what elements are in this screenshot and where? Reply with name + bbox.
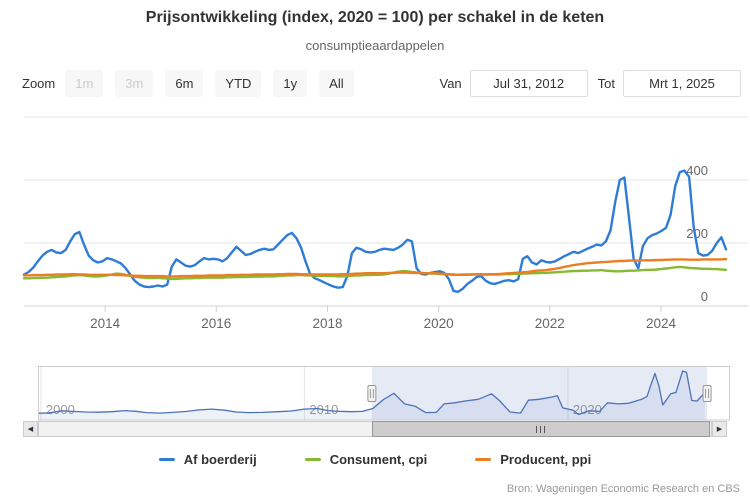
chart-subtitle: consumptieaardappelen (305, 38, 445, 53)
range-from-label: Van (439, 76, 462, 91)
zoom-button-group: Zoom 1m 3m 6m YTD 1y All (22, 70, 366, 97)
navigator-handle-grip-box (702, 385, 712, 402)
zoom-button-1m[interactable]: 1m (65, 70, 104, 97)
range-to-label: Tot (597, 76, 615, 91)
legend-item-producent-ppi[interactable]: Producent, ppi (475, 452, 591, 467)
legend-marker-consument-cpi (304, 458, 321, 461)
x-axis-label-2024: 2024 (646, 316, 677, 331)
navigator-area-fill (38, 371, 706, 420)
scrollbar-grip-icon (544, 425, 546, 433)
zoom-group-label: Zoom (22, 76, 56, 91)
zoom-button-3m[interactable]: 3m (115, 70, 154, 97)
range-selector-toolbar: Zoom 1m 3m 6m YTD 1y All Van Tot (0, 70, 750, 100)
navigator-series-line (38, 370, 706, 416)
navigator-handle-grip-box (367, 385, 377, 402)
chart-title: Prijsontwikkeling (index, 2020 = 100) pe… (145, 9, 605, 26)
legend-label-producent-ppi: Producent, ppi (500, 452, 592, 467)
legend-marker-af-boerderij (158, 458, 175, 461)
range-to-input[interactable] (623, 70, 741, 97)
scrollbar-left-arrow-button[interactable]: ◀ (23, 421, 38, 437)
series-line-af-boerderij (22, 169, 728, 294)
x-axis-label-2020: 2020 (424, 316, 454, 331)
navigator-selected-range[interactable] (371, 366, 708, 420)
x-axis-label-2022: 2022 (535, 316, 565, 331)
source-credit: Bron: Wageningen Economic Research en CB… (506, 483, 740, 495)
y-axis-labels: 0 200 400 (686, 163, 708, 304)
main-chart-plot-area[interactable]: 0 200 400 2014 2016 2018 2020 2022 2024 (0, 106, 750, 346)
x-axis-label-2018: 2018 (312, 316, 342, 331)
legend-label-consument-cpi: Consument, cpi (329, 452, 428, 467)
y-axis-label-400: 400 (686, 163, 708, 178)
legend-item-af-boerderij[interactable]: Af boerderij (158, 452, 257, 467)
navigator[interactable]: 200020102020 (0, 366, 750, 422)
navigator-outline (38, 366, 730, 421)
scrollbar-thumb[interactable] (371, 421, 711, 437)
scrollbar-grip-icon (540, 425, 542, 433)
range-from-input[interactable] (469, 70, 588, 97)
zoom-button-ytd[interactable]: YTD (215, 70, 262, 97)
scrollbar: ◀ ▶ (23, 421, 727, 437)
legend-item-consument-cpi[interactable]: Consument, cpi (304, 452, 428, 467)
date-range-group: Van Tot (439, 70, 741, 97)
legend-marker-producent-ppi (475, 458, 492, 461)
x-axis-label-2016: 2016 (201, 316, 231, 331)
y-axis-label-200: 200 (686, 226, 708, 241)
navigator-year-label-2000: 2000 (46, 402, 75, 417)
legend-label-af-boerderij: Af boerderij (183, 452, 257, 467)
series-line-consument-cpi (22, 265, 728, 281)
navigator-handle-left[interactable] (367, 385, 377, 402)
legend: Af boerderij Consument, cpi Producent, ppi (0, 452, 750, 467)
zoom-button-1y[interactable]: 1y (273, 70, 308, 97)
x-axis-label-2014: 2014 (90, 316, 121, 331)
zoom-button-6m[interactable]: 6m (165, 70, 204, 97)
zoom-button-all[interactable]: All (319, 70, 354, 97)
main-chart-gridlines (24, 116, 748, 307)
navigator-handle-right[interactable] (702, 385, 712, 402)
x-axis: 2014 2016 2018 2020 2022 2024 (90, 306, 676, 331)
scrollbar-right-arrow-button[interactable]: ▶ (712, 421, 727, 437)
y-axis-label-0: 0 (701, 289, 708, 304)
series-line-producent-ppi (22, 257, 728, 278)
scrollbar-grip-icon (536, 425, 538, 433)
